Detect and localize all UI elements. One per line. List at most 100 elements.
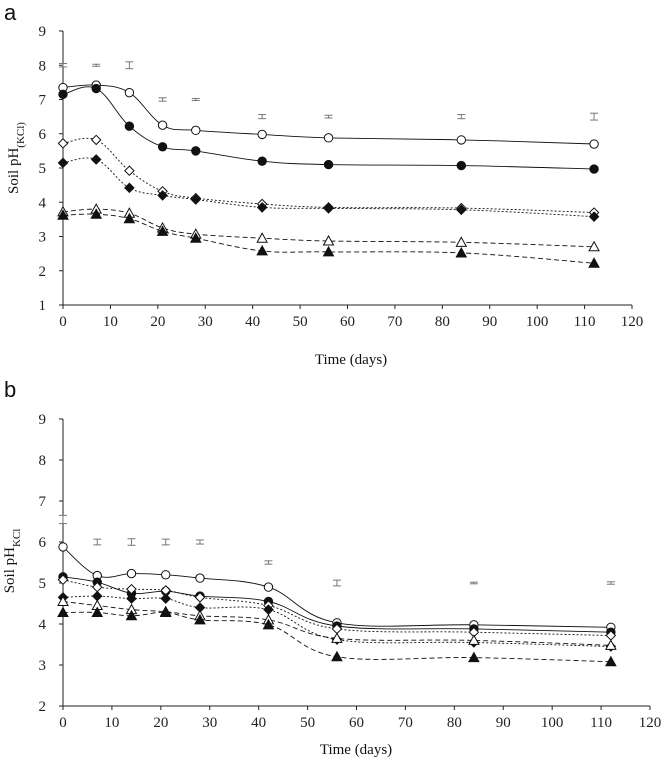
panel-a-error-bar — [158, 97, 167, 102]
panel-a-y-axis-title-sub: (KCl) — [15, 122, 27, 148]
panel-a-data-point — [455, 236, 468, 247]
panel-a-y-tick-label: 7 — [39, 93, 47, 109]
panel-a-data-point — [588, 240, 600, 252]
panel-b-series-line — [62, 546, 611, 628]
panel-a-x-axis-title: Time (days) — [315, 352, 387, 368]
panel-a-error-bar — [457, 114, 466, 120]
panel-a-data-point — [588, 257, 600, 268]
panel-a-y-tick-label: 8 — [39, 58, 47, 74]
panel-b-y-tick-label: 9 — [39, 412, 47, 428]
panel-b-data-point — [126, 593, 137, 604]
panel-a-data-point — [455, 246, 468, 258]
panel-a-y-tick-label: 9 — [39, 24, 47, 40]
panel-b-x-tick-label: 30 — [202, 715, 217, 731]
panel-a-letter: a — [4, 0, 17, 25]
panel-a-data-point — [124, 87, 135, 98]
panel-b-error-bar — [606, 581, 615, 585]
panel-a-data-point — [90, 154, 102, 165]
panel-b-error-bar — [332, 579, 341, 587]
panel-b-data-point — [468, 651, 480, 663]
panel-b-x-tick-label: 50 — [300, 715, 315, 731]
panel-b-data-point — [57, 606, 69, 618]
panel-a-data-point — [588, 211, 600, 222]
panel-b-error-bar — [127, 538, 136, 546]
panel-a-series-line — [62, 157, 595, 218]
panel-b-data-point — [91, 590, 103, 602]
panel-a-data-point — [323, 203, 334, 214]
panel-a-data-point — [323, 133, 334, 143]
panel-b-y-tick-label: 5 — [39, 576, 47, 592]
panel-b-data-point — [160, 593, 172, 604]
panel-a-data-point — [90, 134, 102, 146]
panel-a-data-point — [57, 209, 69, 220]
panel-a-series-filled-diamond — [57, 154, 600, 222]
panel-a-data-point — [90, 208, 103, 219]
panel-a-data-point — [256, 244, 268, 256]
panel-a-data-point — [57, 138, 69, 149]
panel-b-data-point — [57, 574, 69, 586]
panel-a-data-point — [322, 245, 335, 257]
panel-a-x-tick-label: 60 — [340, 314, 355, 330]
panel-b-data-point — [57, 595, 69, 606]
panel-b-data-point — [605, 639, 617, 650]
panel-a-data-point — [322, 234, 335, 246]
panel-b-data-point — [125, 609, 138, 621]
panel-a-x-tick-label: 70 — [387, 314, 402, 330]
panel-b-data-point — [159, 606, 172, 618]
panel-a-data-point — [256, 202, 268, 213]
panel-a-series-filled-circle — [58, 83, 599, 174]
panel-b-y-tick-label: 6 — [39, 535, 47, 551]
panel-b-data-point — [468, 634, 480, 645]
panel-a-data-point — [256, 232, 268, 243]
panel-b-error-bar — [195, 539, 204, 545]
panel-a-error-bar — [125, 61, 134, 70]
panel-b-data-point — [605, 655, 617, 667]
panel-a-y-axis-title-main: Soil pH — [6, 148, 22, 194]
panel-b-y-tick-label: 2 — [39, 699, 47, 715]
panel-a-series-line — [62, 137, 595, 213]
panel-b-x-tick-label: 0 — [59, 715, 67, 731]
panel-b-x-axis-title: Time (days) — [320, 742, 392, 758]
panel-b-x-tick-label: 20 — [153, 715, 168, 731]
panel-a-data-point — [124, 165, 135, 177]
panel-a-data-point — [191, 146, 201, 156]
panel-b-x-tick-label: 40 — [251, 715, 266, 731]
panel-a-x-tick-label: 90 — [482, 314, 497, 330]
panel-a-y-tick-label: 6 — [39, 127, 47, 143]
panel-a-x-tick-label: 80 — [435, 314, 450, 330]
panel-a-data-point — [190, 194, 202, 205]
panel-a-data-point — [156, 225, 169, 236]
panel-b-y-tick-label: 7 — [39, 494, 47, 510]
panel-a-error-bar — [324, 114, 333, 119]
panel-b-error-bar — [59, 514, 67, 525]
panel-b-data-point — [331, 632, 343, 643]
panel-a-data-point — [257, 156, 267, 166]
panel-b-y-axis-title-sub: KCl — [11, 529, 23, 547]
panel-a-x-tick-label: 100 — [526, 314, 549, 330]
panel-b-data-point — [194, 613, 206, 625]
panel-a-y-tick-label: 3 — [39, 230, 47, 246]
panel-b-series-open-diamond — [57, 574, 617, 641]
panel-a-series-open-circle — [58, 80, 599, 149]
panel-b-y-tick-label: 8 — [39, 453, 47, 469]
panel-a-data-point — [157, 190, 168, 201]
panel-a-x-tick-label: 110 — [574, 314, 596, 330]
panel-b-x-tick-label: 100 — [541, 715, 564, 731]
panel-b-error-bar — [469, 581, 478, 585]
panel-b-y-axis-title: Soil pHKCl — [2, 529, 23, 594]
panel-a-data-point — [57, 157, 69, 169]
panel-a-error-bar — [59, 63, 67, 68]
panel-a-data-point — [91, 83, 101, 94]
panel-b-x-tick-label: 120 — [639, 715, 662, 731]
panel-a-data-point — [455, 204, 467, 216]
panel-b-data-point — [331, 650, 343, 662]
panel-a-error-bar — [590, 112, 599, 121]
panel-b-data-point — [161, 570, 171, 580]
panel-b-error-bar — [264, 560, 273, 565]
panel-b-series-open-circle — [58, 542, 616, 632]
panel-b-x-tick-label: 70 — [398, 715, 413, 731]
